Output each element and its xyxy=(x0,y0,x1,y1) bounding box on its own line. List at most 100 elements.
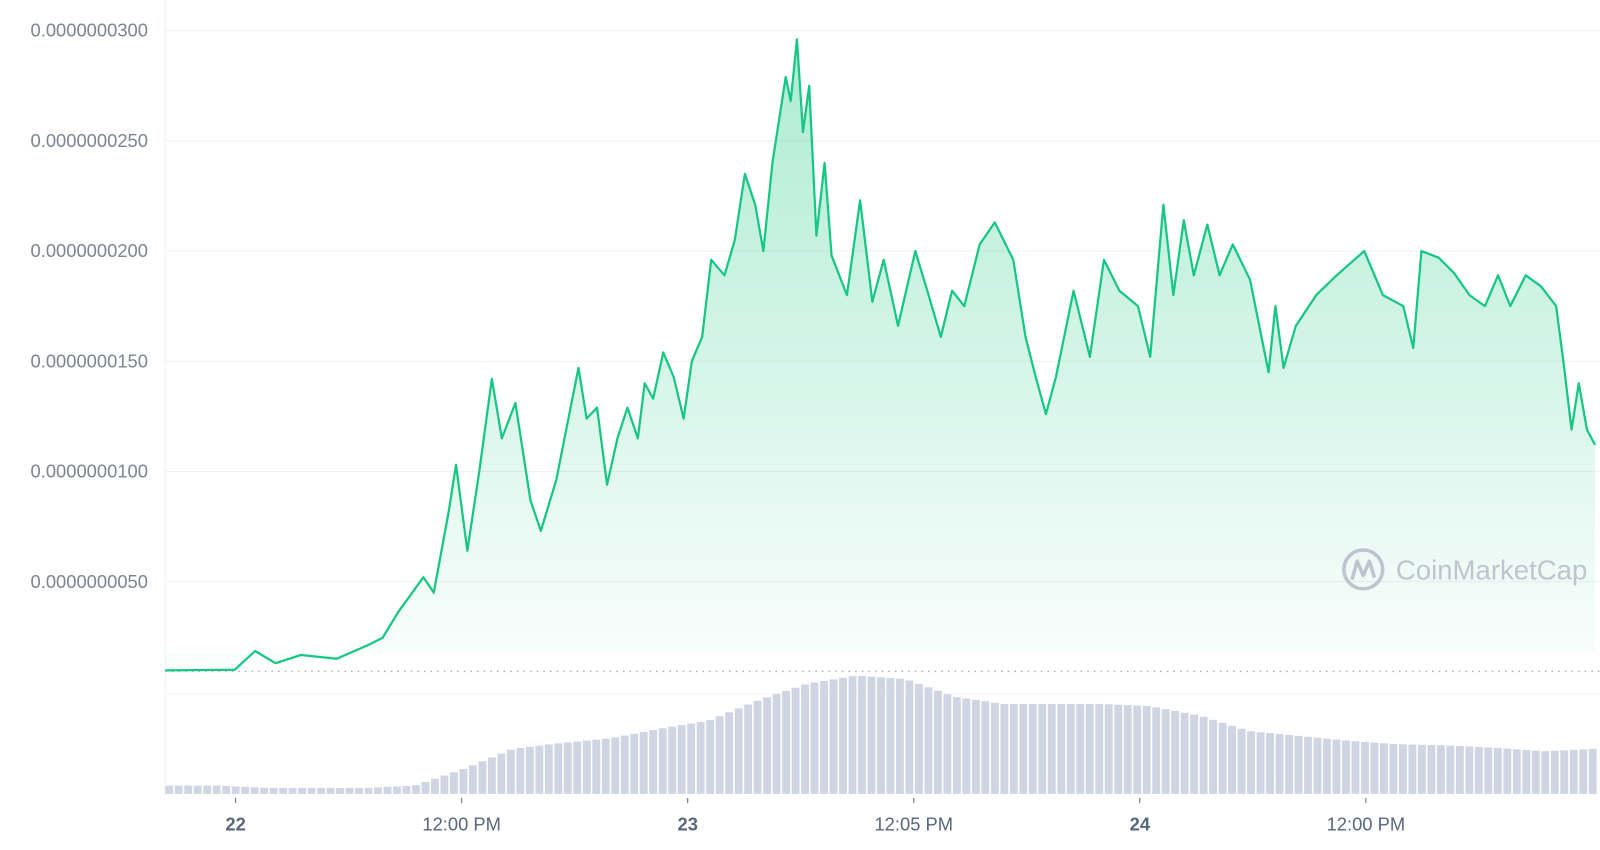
volume-bar xyxy=(649,730,658,794)
volume-bar xyxy=(393,786,401,794)
volume-bar xyxy=(554,743,563,794)
volume-bar xyxy=(525,746,534,794)
volume-bar xyxy=(1123,705,1132,794)
y-tick-label: 0.0000000250 xyxy=(31,130,148,151)
volume-bar xyxy=(1266,733,1274,794)
x-tick-label: 12:00 PM xyxy=(422,814,501,835)
volume-bar xyxy=(1066,703,1075,794)
x-tick-label: 23 xyxy=(678,814,698,835)
volume-bar xyxy=(1000,703,1009,794)
volume-bar xyxy=(1323,738,1331,794)
volume-bar xyxy=(772,694,781,794)
volume-bar xyxy=(1436,745,1445,794)
volume-bar xyxy=(516,747,525,794)
coinmarketcap-logo-icon xyxy=(1342,548,1385,591)
volume-bar xyxy=(933,690,942,794)
volume-bar xyxy=(1152,707,1161,794)
volume-bar xyxy=(1579,749,1588,794)
volume-bar xyxy=(1095,703,1104,794)
volume-bar xyxy=(421,781,430,794)
volume-bar xyxy=(905,680,914,794)
volume-bars xyxy=(165,675,1597,794)
volume-bar xyxy=(1133,705,1142,794)
volume-bar xyxy=(1361,741,1369,794)
volume-bar xyxy=(896,678,904,794)
volume-bar xyxy=(231,786,240,794)
volume-bar xyxy=(165,785,174,794)
volume-bar xyxy=(791,687,800,794)
watermark: CoinMarketCap xyxy=(1342,548,1587,591)
volume-bar xyxy=(1493,747,1502,794)
y-axis: 0.0000000050 0.0000000100 0.0000000150 0.00… xyxy=(31,20,148,592)
volume-bar xyxy=(1199,716,1208,794)
volume-bar xyxy=(478,761,487,794)
volume-bar xyxy=(1484,747,1493,794)
volume-bar xyxy=(1190,714,1199,794)
volume-bar xyxy=(288,787,297,794)
volume-bar xyxy=(639,731,648,794)
volume-bar xyxy=(1398,744,1407,794)
volume-bar xyxy=(658,728,667,794)
volume-bar xyxy=(753,700,762,794)
volume-bar xyxy=(1047,703,1056,794)
volume-bar xyxy=(1209,719,1218,794)
volume-bar xyxy=(915,683,923,794)
volume-bar xyxy=(1313,737,1322,794)
volume-bar xyxy=(820,680,828,794)
volume-bar xyxy=(563,742,572,794)
volume-bar xyxy=(345,787,354,794)
volume-bar xyxy=(336,787,344,794)
volume-bar xyxy=(1427,745,1436,794)
volume-bar xyxy=(1057,703,1066,794)
volume-bar xyxy=(1332,739,1341,794)
volume-bar xyxy=(924,687,933,794)
volume-bar xyxy=(1351,741,1360,794)
volume-bar xyxy=(260,787,269,794)
volume-bar xyxy=(1389,743,1398,794)
volume-bar xyxy=(943,694,952,794)
price-area xyxy=(165,39,1596,671)
volume-bar xyxy=(630,733,639,794)
volume-bar xyxy=(1076,703,1085,794)
volume-bar xyxy=(402,785,411,794)
volume-bar xyxy=(307,787,316,794)
volume-bar xyxy=(573,741,582,794)
volume-bar xyxy=(450,772,458,794)
volume-bar xyxy=(1218,722,1227,794)
volume-bar xyxy=(668,726,677,794)
volume-bar xyxy=(601,738,610,794)
volume-bar xyxy=(1342,740,1350,794)
volume-bar xyxy=(592,739,601,794)
volume-bar xyxy=(1247,731,1255,794)
volume-bar xyxy=(326,787,335,794)
volume-bar xyxy=(1446,745,1455,794)
volume-bar xyxy=(801,684,809,794)
volume-bar xyxy=(544,744,553,794)
volume-bar xyxy=(1085,703,1094,794)
volume-bar xyxy=(1455,746,1464,794)
volume-bar xyxy=(364,787,373,794)
volume-bar xyxy=(829,679,838,794)
volume-bar xyxy=(1104,704,1113,794)
volume-bar xyxy=(839,677,847,794)
volume-bar xyxy=(1569,749,1578,794)
volume-bar xyxy=(1228,725,1237,794)
volume-bar xyxy=(1304,736,1312,794)
coinmarketcap-logo-mark xyxy=(1350,559,1377,581)
volume-bar xyxy=(1171,710,1180,794)
volume-bar xyxy=(1256,732,1265,794)
volume-bar xyxy=(1474,746,1483,794)
volume-bar xyxy=(763,697,772,794)
volume-bar xyxy=(374,787,382,794)
volume-bar xyxy=(1009,703,1018,794)
volume-bar xyxy=(620,735,629,794)
volume-bar xyxy=(1019,703,1028,794)
y-tick-label: 0.0000000100 xyxy=(31,461,148,482)
volume-bar xyxy=(497,753,506,794)
volume-bar xyxy=(1275,734,1284,794)
x-tick-label: 22 xyxy=(225,814,245,835)
volume-bar xyxy=(174,785,183,794)
volume-bar xyxy=(506,749,515,794)
volume-bar xyxy=(706,720,715,794)
volume-bar xyxy=(611,737,620,794)
